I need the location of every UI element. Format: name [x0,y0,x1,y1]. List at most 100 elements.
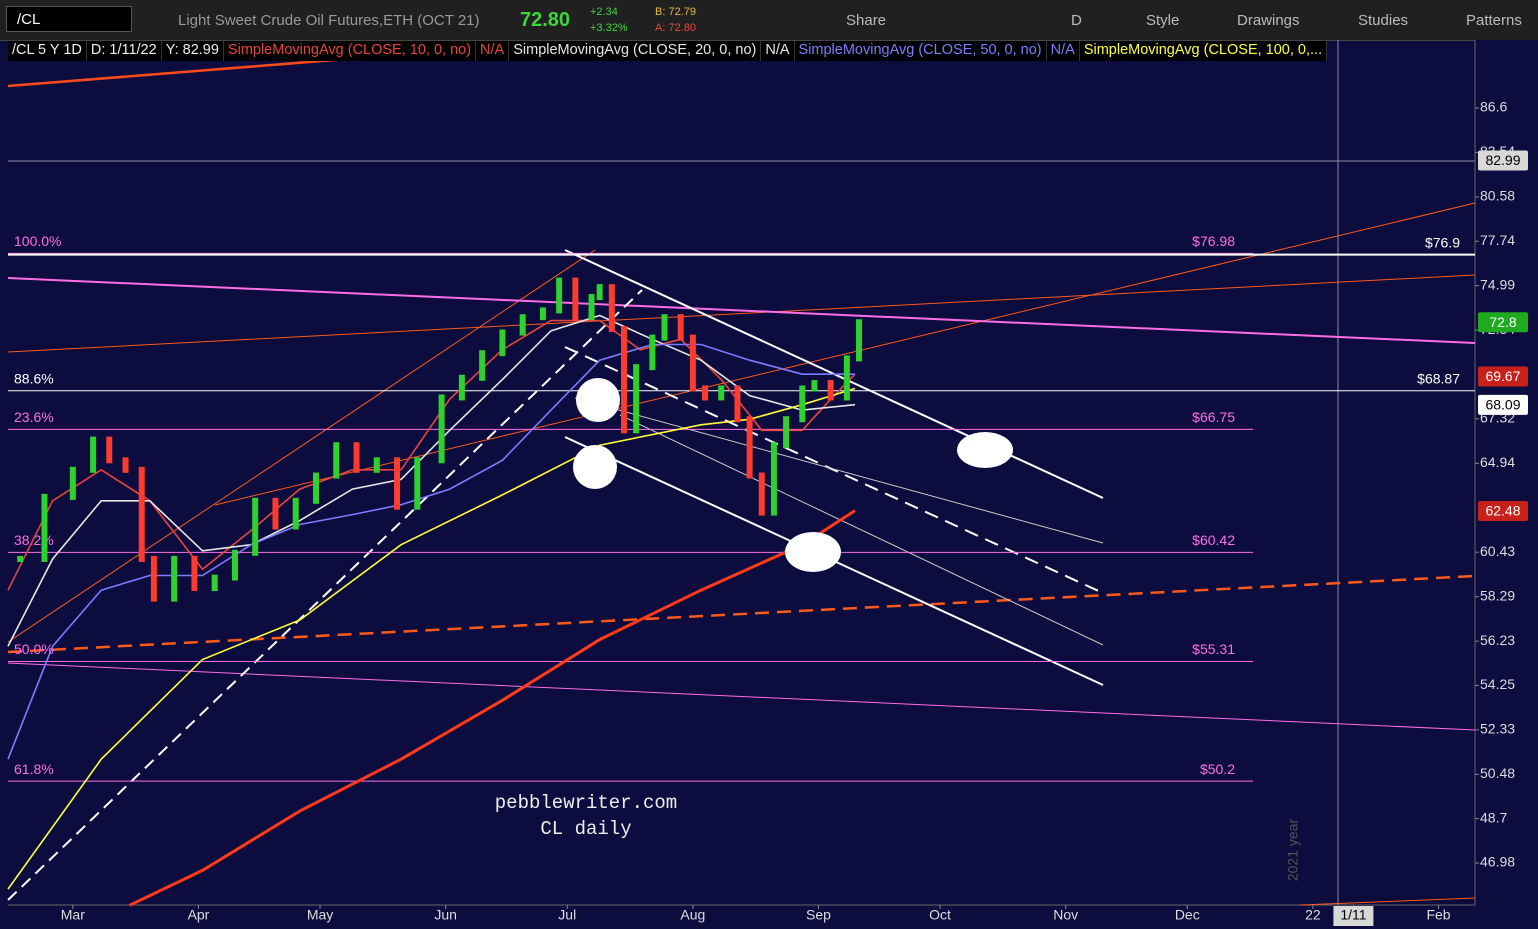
candle [41,493,48,562]
candle [649,334,656,371]
candle [414,457,421,510]
candle [211,574,218,592]
price-badge [1478,366,1528,387]
change-pct: +3.32% [590,22,628,34]
ask: A: 72.80 [655,22,696,34]
candle [758,472,765,516]
button[interactable]: Style [1146,12,1180,29]
candle [231,549,238,581]
ma-line [7,343,855,760]
candle [171,555,178,602]
x-tick-label: Oct [929,907,951,923]
button[interactable]: Studies [1358,12,1409,29]
candle [596,284,603,301]
candle [572,277,579,321]
annotation: pebblewriter.com [495,792,677,814]
candle [608,284,615,333]
x-tick-label: Nov [1053,907,1078,923]
x-tick-label: May [307,907,333,923]
fib-label: 23.6% [14,409,54,425]
ellipse [785,532,841,572]
legend-status: N/A [476,41,510,61]
y-tick-label: 46.98 [1480,854,1515,870]
bid: B: 72.79 [655,6,696,18]
candle [633,364,640,434]
info-item: Y: 82.99 [162,41,224,61]
candle [191,555,198,592]
fib-label: 61.8% [14,761,54,777]
candle [556,277,563,314]
button[interactable]: D [1071,12,1082,29]
button[interactable]: Drawings [1237,12,1300,29]
candle [333,442,340,479]
trend-line [7,249,596,643]
candle [856,319,863,362]
y-tick-label: 80.58 [1480,188,1515,204]
candle [746,416,753,479]
candle [17,555,24,562]
symbol-box[interactable]: /CL [6,6,132,32]
fib-price-label: $76.98 [1192,233,1235,249]
candle [689,334,696,392]
price-badge [1478,312,1528,333]
candle [770,442,777,516]
candle [783,416,790,449]
x-tick-label: Apr [188,907,210,923]
x-tick-highlight [1333,906,1374,926]
candle [661,314,668,341]
pitchfork [574,397,1104,544]
candle [519,314,526,336]
price-badge-label: 72.8 [1489,314,1516,330]
candle [843,355,850,401]
price-badge-label: 69.67 [1485,368,1520,384]
candle [272,497,279,530]
y-tick-label: 50.48 [1480,765,1515,781]
candle [394,457,401,510]
last-price: 72.80 [520,9,571,31]
fib-label: 50.0% [14,641,54,657]
candle [138,466,145,562]
candle [69,466,76,500]
ellipse [576,378,620,422]
pitchfork [619,414,1104,646]
annotation: CL daily [540,818,631,840]
candle [353,442,360,473]
candle [479,350,486,381]
price-badge [1478,150,1528,171]
candle [734,385,741,423]
legend-status: N/A [1047,41,1080,61]
candle [799,385,806,423]
button[interactable]: Patterns [1466,12,1522,29]
info-item: /CL 5 Y 1D [8,41,87,61]
ma-line [7,314,856,647]
price-badge [1478,501,1528,522]
y-tick-label: 54.25 [1480,676,1515,692]
legend-entry: SimpleMovingAvg (CLOSE, 100, 0,... [1080,41,1328,61]
y-tick-label: 58.29 [1480,587,1515,603]
ellipses [573,378,1013,572]
legend-entry: SimpleMovingAvg (CLOSE, 10, 0, no) [224,41,477,61]
candle [677,314,684,341]
x-tick-label: 22 [1305,907,1321,923]
fib-label: 100.0% [14,233,61,249]
y-tick-label: 77.74 [1480,232,1515,248]
candle [458,374,465,401]
candle [499,329,506,357]
y-tick-label: 74.99 [1480,276,1515,292]
trend-line [7,289,643,901]
candle [373,457,380,473]
description: Light Sweet Crude Oil Futures,ETH (OCT 2… [178,12,480,29]
candle [122,457,129,473]
button[interactable]: Share [846,12,887,29]
x-tick-label: 1/11 [1340,907,1366,923]
trend-line [214,202,1476,506]
candle [90,436,97,473]
candle [702,385,709,401]
x-tick-label: Mar [61,907,85,923]
ellipse [957,432,1013,468]
trend-line [7,574,1476,654]
fib-price-label: $55.31 [1192,641,1235,657]
